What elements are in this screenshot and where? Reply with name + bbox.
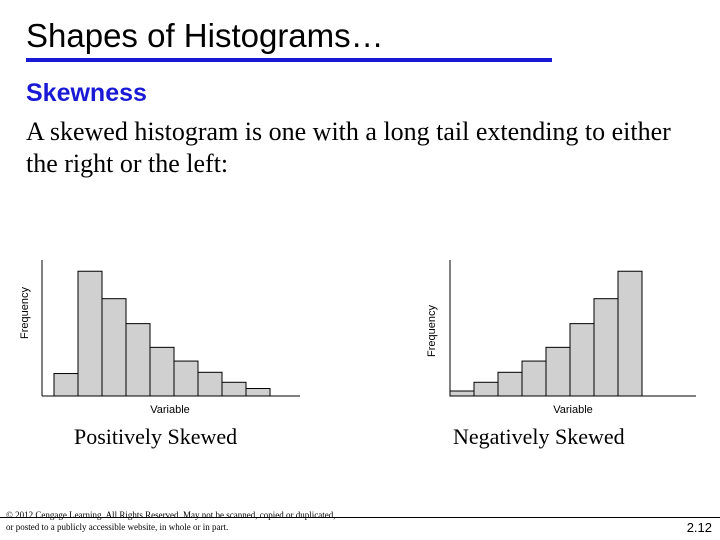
footer-divider [0,517,720,518]
copyright-notice: © 2012 Cengage Learning. All Rights Rese… [6,510,336,532]
histogram-bar [473,381,499,397]
histogram-bar [449,390,475,397]
slide-body-text: A skewed histogram is one with a long ta… [26,117,671,178]
histogram-bar [53,373,79,397]
histogram-bar [593,298,619,397]
y-axis-label: Frequency [19,287,31,339]
histogram-bar [101,298,127,397]
slide-title: Shapes of Histograms… [26,17,384,54]
slide-subtitle: Skewness [26,79,147,107]
y-axis-label: Frequency [426,305,438,357]
histogram-negatively-skewed: Variable Frequency [426,260,696,416]
histogram-bar [149,346,175,397]
histogram-bar [77,270,103,397]
x-axis-label: Variable [150,404,190,416]
histogram-bar [173,360,199,397]
title-underline [26,58,552,62]
histogram-bar [197,371,223,397]
histogram-bar [521,360,547,397]
x-axis-label: Variable [553,404,593,416]
histogram-bar [569,323,595,397]
histogram-bar [245,388,271,397]
histogram-bar [221,381,247,397]
caption-positively-skewed: Positively Skewed [74,424,238,449]
histogram-bar [545,346,571,397]
page-number: 2.12 [686,520,712,535]
histogram-bar [497,371,523,397]
histogram-bar [125,323,151,397]
histogram-bar [617,270,643,397]
histogram-positively-skewed: Variable Frequency [19,260,300,416]
caption-negatively-skewed: Negatively Skewed [453,424,625,449]
